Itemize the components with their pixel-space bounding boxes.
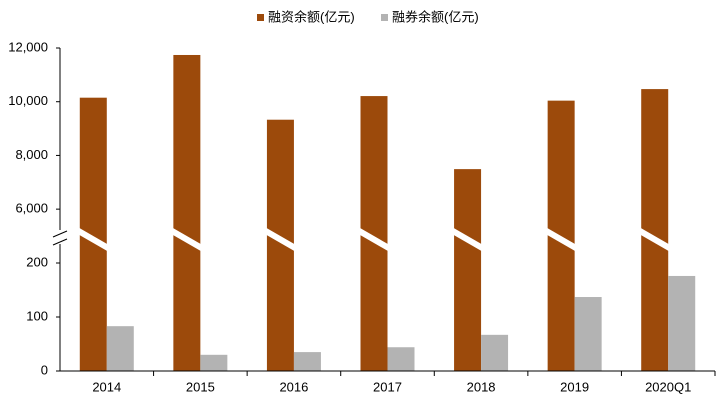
x-tick-label: 2018 — [467, 379, 496, 394]
axis-break — [52, 230, 68, 238]
bar — [173, 54, 201, 372]
break-stripe — [636, 227, 673, 252]
y-tick-label: 10,000 — [8, 93, 48, 108]
legend-swatch — [381, 14, 388, 21]
x-tick-label: 2019 — [560, 379, 589, 394]
x-tick-label: 2014 — [92, 379, 121, 394]
bar — [293, 352, 321, 371]
bar — [387, 347, 415, 371]
break-stripe — [356, 227, 392, 252]
legend-label: 融资余额(亿元) — [268, 9, 355, 24]
y-tick-label: 100 — [26, 308, 48, 323]
y-tick-label: 0 — [41, 362, 48, 377]
bar — [641, 89, 669, 371]
bar — [668, 275, 696, 371]
bar — [200, 354, 228, 371]
legend-swatch — [257, 14, 264, 21]
bar — [574, 297, 602, 371]
x-tick-label: 2017 — [373, 379, 402, 394]
break-stripe — [449, 227, 486, 252]
break-stripe — [168, 227, 205, 252]
y-tick-label: 6,000 — [15, 201, 48, 216]
y-tick-label: 8,000 — [15, 147, 48, 162]
axis-break — [52, 238, 68, 246]
break-stripe — [262, 227, 299, 252]
x-tick-label: 2016 — [279, 379, 308, 394]
break-stripe — [75, 227, 112, 252]
bar — [106, 326, 134, 371]
break-stripe — [543, 227, 580, 252]
legend-label: 融券余额(亿元) — [392, 9, 479, 24]
y-tick-label: 12,000 — [8, 39, 48, 54]
x-tick-label: 2015 — [186, 379, 215, 394]
bar — [481, 334, 509, 371]
x-tick-label: 2020Q1 — [645, 379, 691, 394]
y-tick-label: 200 — [26, 254, 48, 269]
bar — [454, 169, 482, 371]
